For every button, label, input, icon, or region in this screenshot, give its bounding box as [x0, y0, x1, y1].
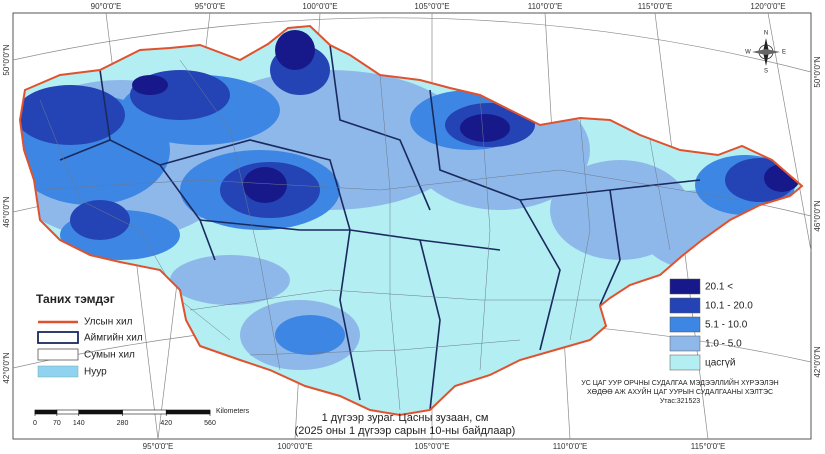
bottom-label: 100°0'0"E	[277, 442, 312, 451]
legend-swatch	[37, 331, 79, 344]
symbol-legend: Таних тэмдэг Улсын хил Аймгийн хил Сумын…	[36, 292, 143, 377]
caption: 1 дүгээр зураг. Цасны зузаан, см (2025 о…	[295, 412, 516, 437]
snow-legend: 20.1 < 10.1 - 20.0 5.1 - 10.0 1.0 - 5.0 …	[669, 278, 753, 371]
legend-title: Таних тэмдэг	[36, 292, 115, 306]
snow-legend-item: 1.0 - 5.0	[705, 339, 742, 350]
credit-line: ХӨДӨӨ АЖ АХУЙН ЦАГ УУРЫН СУДАЛГААНЫ ХЭЛТ…	[587, 387, 773, 396]
snow-swatch	[669, 316, 701, 333]
scale-bar: Kilometers 0 70 140 280 420 560	[33, 408, 250, 427]
meridian	[767, 13, 811, 253]
legend-swatch	[37, 348, 79, 361]
snow-legend-item: 10.1 - 20.0	[705, 301, 753, 312]
scale-segment	[165, 409, 211, 415]
legend-item: Улсын хил	[84, 317, 133, 328]
compass-s: S	[764, 69, 768, 75]
legend-swatch	[37, 365, 79, 378]
parallel	[13, 17, 811, 73]
soum-borders	[29, 59, 741, 411]
snow-swatch	[669, 354, 701, 371]
top-label: 120°0'0"E	[750, 2, 785, 11]
credits: УС ЦАГ УУР ОРЧНЫ СУДАЛГАА МЭДЭЭЛЛИЙН ХҮР…	[581, 378, 778, 405]
snow-swatch	[669, 335, 701, 352]
scale-segment	[122, 409, 167, 415]
caption-line: (2025 оны 1 дүгээр сарын 10-ны байдлаар)	[295, 425, 516, 437]
top-label: 110°0'0"E	[528, 2, 563, 11]
scale-label: 560	[204, 420, 216, 427]
bottom-label: 95°0'0"E	[143, 442, 174, 451]
compass-w: W	[745, 50, 751, 56]
left-label: 42°0'0"N	[2, 352, 11, 383]
scale-segment	[56, 409, 80, 415]
aimag-borders	[59, 44, 701, 411]
top-label: 105°0'0"E	[414, 2, 449, 11]
legend-item: Сумын хил	[84, 350, 135, 361]
scale-label: 280	[117, 420, 129, 427]
right-label: 42°0'0"N	[813, 346, 822, 377]
legend-item: Нуур	[84, 367, 107, 378]
caption-line: 1 дүгээр зураг. Цасны зузаан, см	[322, 412, 489, 424]
snow-swatch	[669, 278, 701, 295]
scale-segment	[34, 409, 58, 415]
scale-label: 70	[53, 420, 61, 427]
snow-over-20	[132, 30, 800, 203]
bottom-label: 105°0'0"E	[414, 442, 449, 451]
compass-e: E	[782, 50, 786, 56]
snow-legend-item: 20.1 <	[705, 282, 733, 293]
credit-line: УС ЦАГ УУР ОРЧНЫ СУДАЛГАА МЭДЭЭЛЛИЙН ХҮР…	[581, 378, 778, 387]
top-label: 115°0'0"E	[638, 2, 673, 11]
scale-label: 140	[73, 420, 85, 427]
compass: N S E W	[745, 31, 786, 75]
legend-item: Аймгийн хил	[84, 333, 143, 344]
top-label: 95°0'0"E	[195, 2, 226, 11]
scale-segment	[78, 409, 123, 415]
top-label: 90°0'0"E	[91, 2, 122, 11]
left-label: 50°0'0"N	[2, 44, 11, 75]
bottom-label: 115°0'0"E	[691, 442, 726, 451]
scale-label: 0	[33, 420, 37, 427]
left-label: 46°0'0"N	[2, 196, 11, 227]
compass-n: N	[764, 31, 768, 37]
scale-unit: Kilometers	[216, 408, 250, 415]
snow-legend-item: 5.1 - 10.0	[705, 320, 748, 331]
right-label: 50°0'0"N	[813, 56, 822, 87]
snow-legend-item: цасгүй	[705, 358, 736, 369]
snow-swatch	[669, 297, 701, 314]
scale-label: 420	[160, 420, 172, 427]
top-label: 100°0'0"E	[302, 2, 337, 11]
credit-line: Утас:321523	[660, 398, 700, 405]
bottom-label: 110°0'0"E	[553, 442, 588, 451]
right-label: 46°0'0"N	[813, 200, 822, 231]
